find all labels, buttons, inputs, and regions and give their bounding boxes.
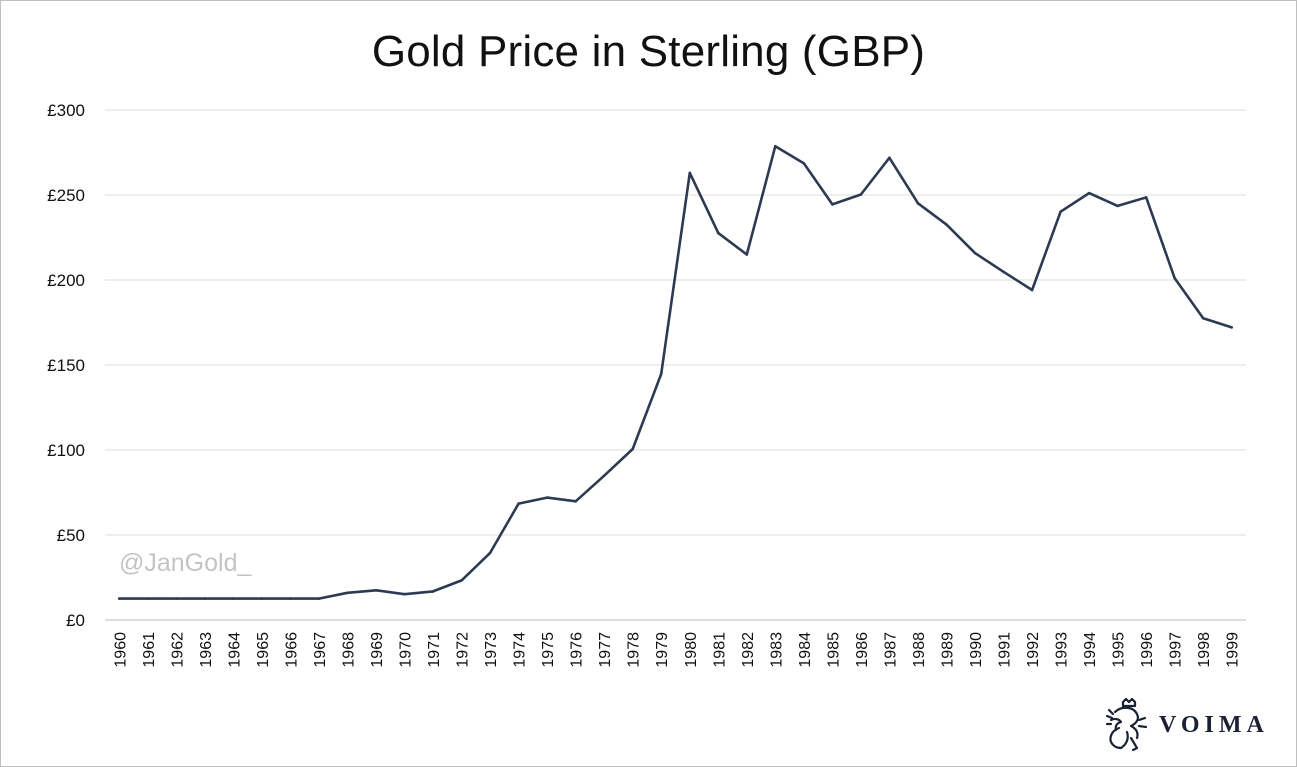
data-point: [317, 597, 321, 600]
x-tick-label: 1999: [1225, 632, 1242, 668]
data-point: [888, 156, 891, 160]
y-tick-label: £300: [47, 101, 85, 120]
data-point: [289, 597, 292, 600]
y-tick-label: £250: [47, 186, 85, 205]
x-tick-label: 1988: [911, 632, 928, 668]
series-line: [119, 144, 1233, 600]
x-tick-label: 1985: [825, 632, 842, 668]
x-tick-label: 1970: [398, 632, 415, 668]
x-tick-label: 1964: [226, 632, 243, 668]
x-tick-label: 1979: [654, 632, 671, 668]
data-point: [745, 253, 749, 256]
x-tick-label: 1978: [626, 632, 643, 668]
data-point: [117, 597, 121, 600]
x-tick-label: 1986: [854, 632, 871, 668]
data-point: [431, 590, 435, 593]
x-tick-label: 1990: [968, 632, 985, 668]
watermark: @JanGold_: [119, 549, 252, 577]
data-point: [574, 500, 577, 503]
data-point: [403, 592, 406, 596]
brand-logo: VOIMA: [1101, 698, 1281, 754]
data-point: [659, 372, 663, 376]
data-point: [602, 474, 606, 477]
data-point: [1030, 288, 1034, 292]
data-point: [1144, 196, 1148, 199]
x-tick-label: 1960: [112, 632, 129, 668]
x-tick-label: 1992: [1025, 632, 1042, 668]
data-point: [945, 223, 948, 226]
x-tick-label: 1975: [540, 632, 557, 668]
y-tick-label: £200: [47, 271, 85, 290]
data-point: [1059, 210, 1062, 213]
y-tick-label: £50: [57, 526, 85, 545]
y-tick-label: £0: [66, 611, 85, 630]
data-point: [1116, 204, 1119, 208]
lion-crest-icon: [1105, 698, 1148, 752]
data-point: [973, 251, 977, 255]
x-tick-label: 1998: [1196, 632, 1213, 668]
x-tick-label: 1967: [312, 632, 329, 668]
x-tick-label: 1968: [340, 632, 357, 668]
data-point: [203, 597, 207, 600]
data-point: [716, 231, 720, 235]
data-point: [1201, 316, 1205, 320]
data-point: [774, 144, 777, 148]
x-tick-label: 1981: [711, 632, 728, 668]
x-tick-label: 1963: [198, 632, 215, 668]
x-tick-label: 1977: [597, 632, 614, 668]
data-point: [802, 162, 806, 165]
x-tick-label: 1983: [768, 632, 785, 668]
x-tick-label: 1972: [455, 632, 472, 668]
x-tick-label: 1966: [283, 632, 300, 668]
y-tick-label: £150: [47, 356, 85, 375]
x-tick-label: 1971: [426, 632, 443, 668]
chart-title: Gold Price in Sterling (GBP): [371, 27, 926, 76]
x-tick-label: 1984: [797, 632, 814, 668]
x-tick-label: 1969: [369, 632, 386, 668]
data-point: [1230, 326, 1234, 329]
data-point: [831, 203, 834, 206]
x-tick-label: 1989: [939, 632, 956, 668]
data-point: [916, 202, 920, 205]
x-tick-label: 1982: [740, 632, 757, 668]
x-tick-label: 1961: [141, 632, 158, 668]
brand-name: VOIMA: [1159, 712, 1269, 738]
y-tick-label: £100: [47, 441, 85, 460]
x-tick-label: 1993: [1054, 632, 1071, 668]
data-point: [859, 193, 863, 196]
x-tick-label: 1962: [169, 632, 186, 668]
x-tick-label: 1987: [882, 632, 899, 668]
data-point: [1173, 277, 1176, 280]
data-point: [631, 447, 635, 451]
x-tick-label: 1994: [1082, 632, 1099, 668]
data-point: [346, 591, 349, 595]
data-point: [460, 579, 463, 582]
data-point: [488, 551, 492, 555]
x-tick-label: 1996: [1139, 632, 1156, 668]
x-tick-label: 1965: [255, 632, 272, 668]
data-point: [1087, 191, 1091, 195]
data-point: [175, 597, 178, 600]
data-point: [545, 496, 549, 499]
x-tick-label: 1997: [1168, 632, 1185, 668]
x-tick-label: 1974: [512, 632, 529, 668]
data-point: [260, 597, 264, 600]
data-point: [146, 597, 150, 600]
x-tick-label: 1991: [997, 632, 1014, 668]
data-point: [374, 588, 378, 592]
x-tick-label: 1976: [569, 632, 586, 668]
data-point: [1002, 270, 1005, 274]
data-point: [688, 171, 692, 175]
x-tick-label: 1995: [1111, 632, 1128, 668]
data-point: [517, 502, 520, 505]
x-tick-label: 1980: [683, 632, 700, 668]
data-point: [232, 597, 235, 600]
x-tick-label: 1973: [483, 632, 500, 668]
